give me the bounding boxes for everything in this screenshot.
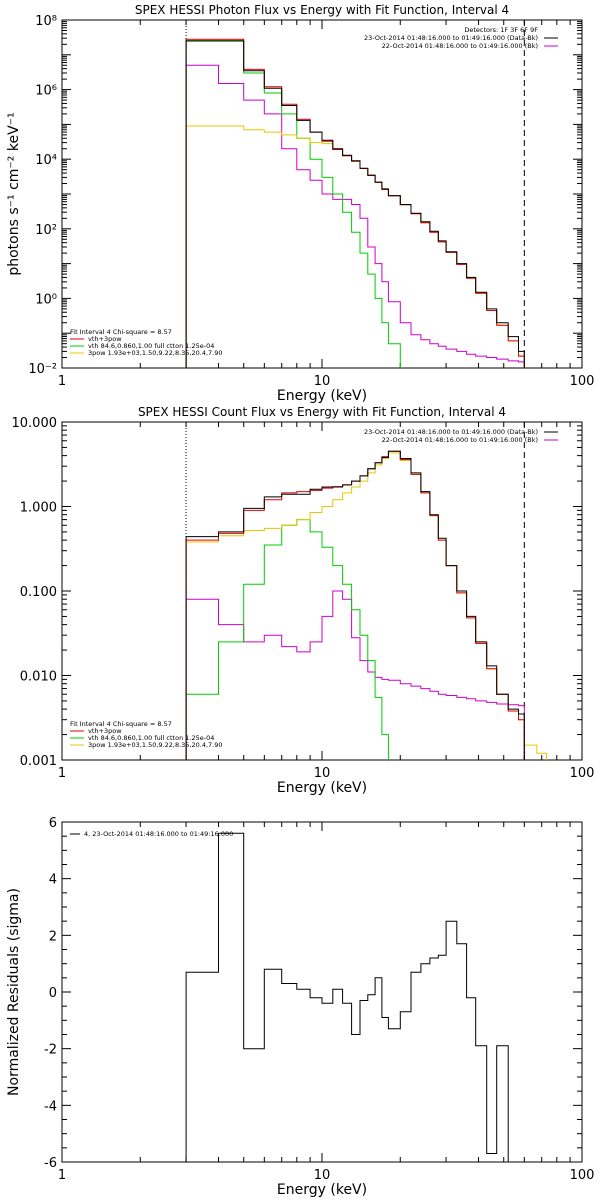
y-tick-label: 0.001: [20, 754, 57, 769]
legend-entry: 3pow 1.93e+03,1.50,9.22,8.35,20.4,7.90: [88, 349, 223, 357]
series-thermal: [185, 39, 401, 368]
legend-entry: 4, 23-Oct-2014 01:48:16.000 to 01:49:16.…: [84, 830, 233, 838]
x-tick-label: 1: [58, 766, 66, 781]
series-group: [185, 38, 525, 368]
series-power-law: [185, 452, 547, 760]
y-axis-label: Normalized Residuals (sigma): [6, 888, 22, 1096]
x-tick-label: 100: [570, 1168, 595, 1183]
x-tick-label: 10: [314, 374, 331, 389]
photon-flux-panel: 1 10 100 10⁻² 10⁰ 10² 10⁴ 10⁶ 10⁸ SPEX HESSI Phot…: [6, 3, 594, 404]
series-power-law: [185, 125, 525, 368]
y-tick-label: 10⁴: [35, 153, 57, 168]
series-total-model: [185, 38, 525, 368]
y-tick-label: 10⁸: [35, 14, 57, 29]
legend-entry: Fit Interval 4 Chi-square = 8.57: [70, 328, 172, 336]
y-tick-label: 2: [49, 929, 57, 944]
y-tick-label: 10⁶: [35, 84, 57, 99]
x-tick-label: 100: [570, 374, 595, 389]
legend-entry: Fit Interval 4 Chi-square = 8.57: [70, 720, 172, 728]
y-tick-label: 0.010: [20, 670, 57, 685]
y-tick-label: 10⁰: [35, 292, 57, 307]
y-tick-label: 1.000: [20, 501, 57, 516]
x-tick-label: 10: [314, 766, 331, 781]
legend-entry: vth 84.6,0.860,1.00 full ctton 1.25e-04: [88, 734, 214, 742]
chart-title: SPEX HESSI Count Flux vs Energy with Fit…: [138, 405, 506, 419]
x-tick-label: 100: [570, 766, 595, 781]
legend-entry: 22-Oct-2014 01:48:16.000 to 01:49:16.000…: [382, 436, 538, 444]
x-axis-label: Energy (keV): [277, 388, 367, 404]
legend-entry: Detectors: 1F 3F 6F 9F: [464, 26, 538, 34]
plot-frame: [61, 821, 583, 1163]
legend-entry: vth 84.6,0.860,1.00 full ctton 1.25e-04: [88, 342, 214, 350]
series-total-model: [185, 450, 525, 760]
plot-frame: [61, 421, 583, 761]
legend-entry: vth+3pow: [88, 727, 122, 735]
x-tick-label: 1: [58, 374, 66, 389]
series-group: [185, 832, 525, 1162]
count-flux-panel: 1 10 100 0.001 0.010 0.100 1.000 10.000 SPEX HES…: [12, 405, 595, 796]
y-tick-label: 10²: [35, 223, 57, 238]
residuals-panel: 1 10 100 -6 -4 -2 0 2 4 6 Energy (keV) Normalized R…: [6, 816, 594, 1198]
x-axis-label: Energy (keV): [277, 1182, 367, 1198]
x-tick-label: 1: [58, 1168, 66, 1183]
legend-entry: 23-Oct-2014 01:48:16.000 to 01:49:16.000…: [364, 34, 538, 42]
series-data: [185, 450, 525, 760]
legend-entry: 23-Oct-2014 01:48:16.000 to 01:49:16.000…: [364, 428, 538, 436]
series-group: [185, 450, 547, 760]
x-axis-label: Energy (keV): [277, 780, 367, 796]
y-tick-label: 0: [49, 986, 57, 1001]
y-tick-label: -2: [44, 1043, 57, 1058]
chart-title: SPEX HESSI Photon Flux vs Energy with Fi…: [135, 3, 509, 17]
y-tick-label: -4: [44, 1099, 57, 1114]
series-data: [185, 832, 525, 1162]
y-tick-label: -6: [44, 1156, 57, 1171]
y-tick-label: 6: [49, 816, 57, 831]
series-background: [185, 64, 525, 368]
y-tick-label: 10⁻²: [28, 362, 57, 377]
legend-entry: 22-Oct-2014 01:48:16.000 to 01:49:16.000…: [382, 42, 538, 50]
legend-entry: vth+3pow: [88, 335, 122, 343]
legend-entry: 3pow 1.93e+03,1.50,9.22,8.35,20.4,7.90: [88, 741, 223, 749]
series-thermal: [185, 519, 389, 760]
y-tick-label: 0.100: [20, 585, 57, 600]
series-data: [185, 40, 525, 368]
y-tick-label: 4: [49, 873, 57, 888]
y-axis-label: photons s⁻¹ cm⁻² keV⁻¹: [6, 112, 22, 275]
x-tick-label: 10: [314, 1168, 331, 1183]
y-tick-label: 10.000: [12, 416, 58, 431]
series-background: [185, 590, 525, 760]
